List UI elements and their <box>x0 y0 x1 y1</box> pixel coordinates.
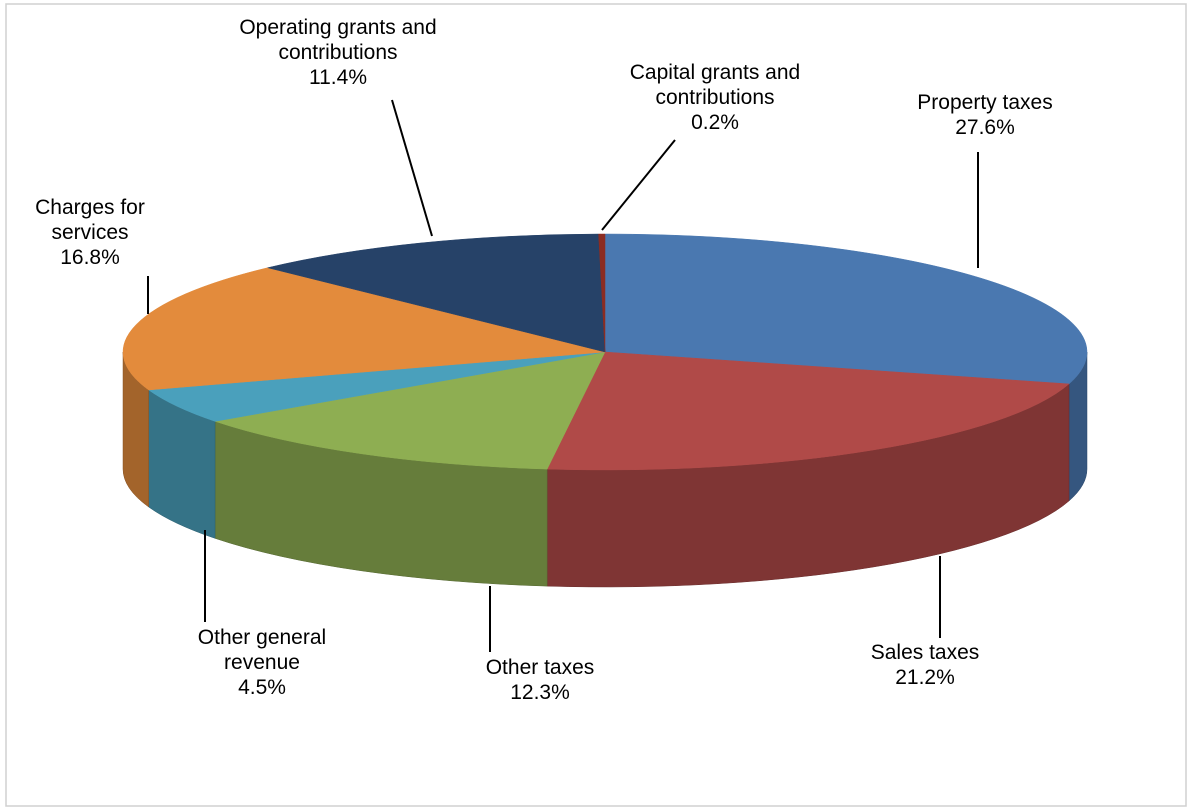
frame <box>5 3 1187 807</box>
label-value: 12.3% <box>510 681 570 704</box>
slice <box>122 267 606 391</box>
slice <box>598 233 606 353</box>
data-label: Charges for services 16.8% <box>10 195 170 270</box>
slice <box>214 351 606 470</box>
label-name: Other general revenue <box>197 626 327 674</box>
leader-line <box>391 99 433 237</box>
data-label: Other general revenue 4.5% <box>162 625 362 700</box>
label-value: 4.5% <box>238 676 286 699</box>
label-name: Other taxes <box>485 656 595 679</box>
data-label: Operating grants and contributions 11.4% <box>228 15 448 90</box>
data-label: Other taxes 12.3% <box>440 655 640 705</box>
label-name: Sales taxes <box>870 641 980 664</box>
data-label: Sales taxes 21.2% <box>825 640 1025 690</box>
slice <box>546 351 1070 471</box>
slice <box>604 233 1088 385</box>
label-value: 0.2% <box>691 111 739 134</box>
label-name: Charges for services <box>35 196 145 244</box>
label-name: Operating grants and contributions <box>239 16 437 64</box>
data-label: Capital grants and contributions 0.2% <box>595 60 835 135</box>
slice <box>267 233 606 353</box>
label-value: 16.8% <box>60 246 120 269</box>
data-label: Property taxes 27.6% <box>885 90 1085 140</box>
label-value: 11.4% <box>309 66 367 89</box>
label-name: Property taxes <box>917 91 1053 114</box>
label-name: Capital grants and contributions <box>629 61 801 109</box>
leader-line <box>601 139 676 231</box>
label-value: 21.2% <box>895 666 955 689</box>
label-value: 27.6% <box>955 116 1015 139</box>
